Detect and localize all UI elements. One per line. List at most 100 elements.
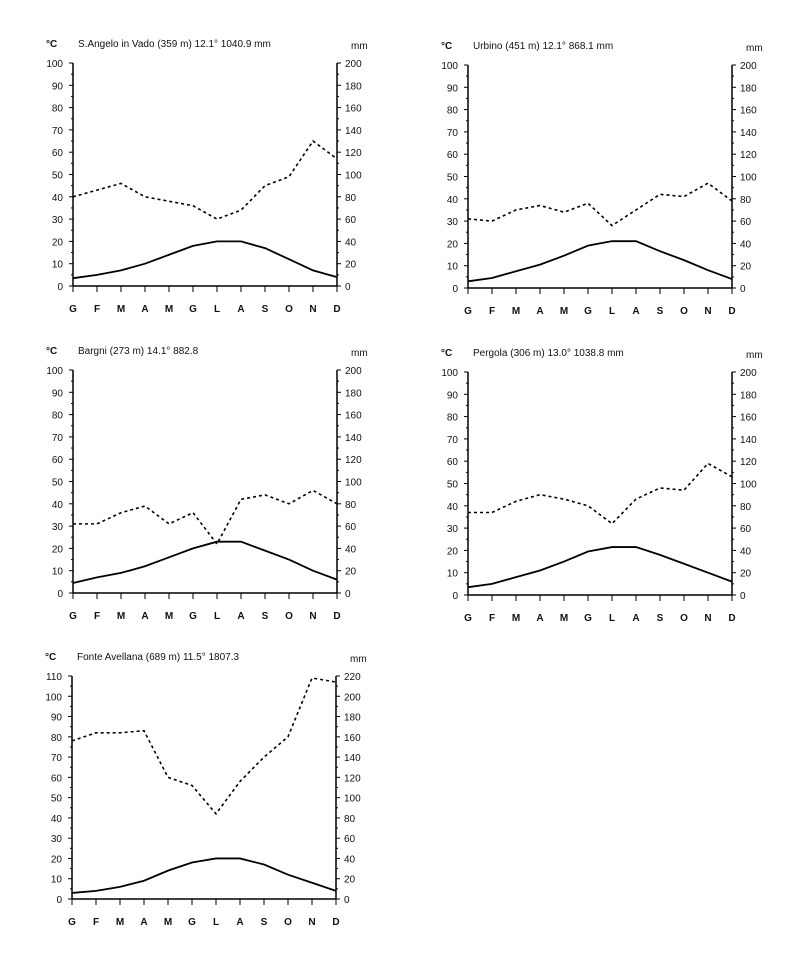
right-tick-label: 80 bbox=[345, 500, 357, 511]
month-label: A bbox=[141, 304, 148, 315]
left-tick-label: 80 bbox=[52, 104, 64, 115]
right-tick-label: 120 bbox=[740, 150, 757, 161]
left-axis-unit: °C bbox=[441, 41, 452, 52]
right-tick-label: 0 bbox=[740, 284, 746, 295]
month-label: N bbox=[309, 304, 316, 315]
right-tick-label: 20 bbox=[740, 262, 752, 273]
right-axis-unit: mm bbox=[351, 41, 368, 52]
right-tick-label: 100 bbox=[345, 171, 362, 182]
left-tick-label: 30 bbox=[52, 522, 64, 533]
climate-chart-fonte-avellana: °C Fonte Avellana (689 m) 11.5° 1807.3 mm 0… bbox=[39, 646, 399, 946]
month-label: F bbox=[94, 611, 100, 622]
right-tick-label: 80 bbox=[740, 502, 752, 513]
right-axis-unit: mm bbox=[746, 43, 763, 54]
month-label: O bbox=[284, 917, 292, 928]
left-tick-label: 40 bbox=[52, 193, 64, 204]
left-tick-label: 30 bbox=[52, 215, 64, 226]
month-label: G bbox=[584, 613, 592, 624]
month-label: G bbox=[68, 917, 76, 928]
left-axis-unit: °C bbox=[46, 39, 57, 50]
month-label: S bbox=[262, 611, 269, 622]
chart-svg: °C Pergola (306 m) 13.0° 1038.8 mm mm 0 10 20… bbox=[441, 348, 763, 624]
left-tick-label: 0 bbox=[56, 895, 62, 906]
month-label: O bbox=[285, 611, 293, 622]
month-label: F bbox=[93, 917, 99, 928]
right-tick-label: 120 bbox=[345, 148, 362, 159]
month-label: A bbox=[536, 306, 543, 317]
month-label: D bbox=[728, 613, 735, 624]
right-tick-label: 80 bbox=[345, 193, 357, 204]
left-tick-label: 50 bbox=[52, 478, 64, 489]
right-tick-label: 0 bbox=[345, 589, 351, 600]
chart-svg: °C Bargni (273 m) 14.1° 882.8 mm 0 10 20 30 40 5… bbox=[46, 346, 368, 622]
right-tick-label: 20 bbox=[345, 567, 357, 578]
left-tick-label: 70 bbox=[52, 433, 64, 444]
month-label: L bbox=[609, 306, 615, 317]
right-tick-label: 180 bbox=[344, 713, 361, 724]
right-tick-label: 220 bbox=[344, 672, 361, 683]
left-tick-label: 70 bbox=[447, 128, 459, 139]
right-tick-label: 60 bbox=[740, 524, 752, 535]
right-tick-label: 100 bbox=[740, 480, 757, 491]
precipitation-line bbox=[71, 677, 337, 816]
chart-svg: °C Urbino (451 m) 12.1° 868.1 mm mm 0 10 20 30… bbox=[441, 41, 763, 317]
right-tick-label: 80 bbox=[740, 195, 752, 206]
left-axis-unit: °C bbox=[46, 346, 57, 357]
month-label: G bbox=[189, 304, 197, 315]
left-tick-label: 20 bbox=[52, 544, 64, 555]
month-label: A bbox=[536, 613, 543, 624]
right-tick-label: 0 bbox=[740, 591, 746, 602]
month-label: A bbox=[141, 611, 148, 622]
month-label: N bbox=[308, 917, 315, 928]
left-tick-label: 90 bbox=[447, 83, 459, 94]
left-tick-label: 80 bbox=[447, 106, 459, 117]
month-label: A bbox=[237, 304, 244, 315]
month-label: S bbox=[657, 613, 664, 624]
temperature-line bbox=[72, 540, 338, 584]
month-label: A bbox=[236, 917, 243, 928]
right-tick-label: 40 bbox=[345, 237, 357, 248]
left-tick-label: 100 bbox=[46, 366, 63, 377]
climate-chart-pergola: °C Pergola (306 m) 13.0° 1038.8 mm mm 0 10 20… bbox=[435, 342, 795, 642]
left-tick-label: 30 bbox=[51, 834, 63, 845]
month-label: G bbox=[189, 611, 197, 622]
month-label: O bbox=[680, 306, 688, 317]
month-label: A bbox=[632, 306, 639, 317]
month-label: G bbox=[464, 613, 472, 624]
left-tick-label: 60 bbox=[51, 773, 63, 784]
month-label: L bbox=[609, 613, 615, 624]
chart-title: Urbino (451 m) 12.1° 868.1 mm bbox=[473, 41, 613, 52]
right-tick-label: 200 bbox=[345, 59, 362, 70]
chart-title: S.Angelo in Vado (359 m) 12.1° 1040.9 mm bbox=[78, 39, 271, 50]
right-tick-label: 40 bbox=[740, 239, 752, 250]
left-tick-label: 10 bbox=[52, 567, 64, 578]
right-tick-label: 160 bbox=[345, 411, 362, 422]
right-tick-label: 60 bbox=[345, 522, 357, 533]
month-label: N bbox=[704, 306, 711, 317]
right-axis-unit: mm bbox=[351, 348, 368, 359]
left-tick-label: 70 bbox=[51, 753, 63, 764]
left-tick-label: 100 bbox=[441, 368, 458, 379]
right-tick-label: 180 bbox=[345, 388, 362, 399]
left-tick-label: 70 bbox=[447, 435, 459, 446]
left-tick-label: 90 bbox=[51, 713, 63, 724]
left-tick-label: 60 bbox=[52, 148, 64, 159]
left-tick-label: 40 bbox=[447, 502, 459, 513]
chart-svg: °C Fonte Avellana (689 m) 11.5° 1807.3 mm 0… bbox=[45, 652, 367, 928]
left-tick-label: 0 bbox=[57, 589, 63, 600]
chart-title: Pergola (306 m) 13.0° 1038.8 mm bbox=[473, 348, 624, 359]
right-tick-label: 200 bbox=[344, 692, 361, 703]
left-tick-label: 0 bbox=[57, 282, 63, 293]
month-label: G bbox=[188, 917, 196, 928]
right-tick-label: 60 bbox=[345, 215, 357, 226]
left-tick-label: 40 bbox=[447, 195, 459, 206]
month-label: M bbox=[165, 611, 173, 622]
month-label: G bbox=[69, 611, 77, 622]
month-label: M bbox=[117, 611, 125, 622]
month-label: O bbox=[285, 304, 293, 315]
left-tick-label: 100 bbox=[441, 61, 458, 72]
left-tick-label: 20 bbox=[447, 239, 459, 250]
month-label: N bbox=[309, 611, 316, 622]
left-tick-label: 20 bbox=[51, 854, 63, 865]
right-axis-unit: mm bbox=[746, 350, 763, 361]
